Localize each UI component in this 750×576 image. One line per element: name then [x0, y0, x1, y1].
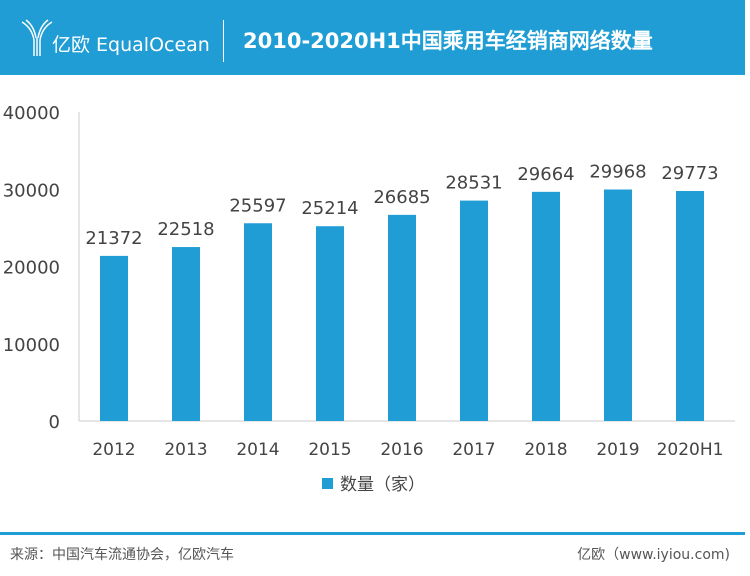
site-credit: 亿欧（www.iyiou.com) [577, 547, 730, 563]
bar-2014 [244, 223, 272, 421]
bar-2018 [532, 191, 560, 421]
data-label: 29968 [589, 161, 646, 182]
chart-title: 2010-2020H1中国乘用车经销商网络数量 [243, 29, 653, 53]
data-label: 22518 [157, 219, 214, 240]
x-tick-label: 2014 [236, 440, 279, 460]
x-tick-label: 2015 [308, 440, 351, 460]
x-tick-label: 2016 [380, 440, 423, 460]
brand-name: 亿欧 EqualOcean [52, 34, 210, 56]
bar-2017 [460, 200, 488, 421]
y-tick-label: 0 [49, 412, 60, 433]
data-label: 29664 [517, 164, 574, 185]
equalocean-logo-icon [21, 19, 53, 56]
data-label: 26685 [373, 187, 430, 208]
legend-swatch [322, 478, 333, 489]
data-label: 25214 [301, 198, 358, 219]
x-tick-label: 2013 [164, 440, 207, 460]
bar-2016 [388, 214, 416, 421]
bar-2013 [172, 247, 200, 421]
header-divider [223, 20, 224, 62]
y-tick-label: 30000 [3, 180, 60, 201]
y-tick-label: 40000 [3, 103, 60, 124]
bar-chart: 0 10000 20000 30000 40000 21372 2012 22518 2013 2… [3, 103, 735, 495]
x-tick-label: 2019 [596, 440, 639, 460]
y-tick-label: 20000 [3, 258, 60, 279]
x-tick-label: 2017 [452, 440, 495, 460]
x-tick-label: 2012 [92, 440, 135, 460]
bar-2012 [100, 255, 128, 421]
bar-2020H1 [676, 191, 704, 421]
y-tick-label: 10000 [3, 335, 60, 356]
header-banner: 亿欧 EqualOcean 2010-2020H1中国乘用车经销商网络数量 [0, 0, 745, 75]
x-tick-label: 2020H1 [657, 440, 724, 460]
data-label: 28531 [445, 173, 502, 194]
legend-label: 数量（家） [340, 475, 425, 495]
data-label: 21372 [85, 228, 142, 249]
bar-2019 [604, 189, 632, 421]
data-label: 25597 [229, 195, 286, 216]
data-label: 29773 [661, 163, 718, 184]
footer-divider [0, 532, 745, 535]
bar-2015 [316, 226, 344, 421]
x-tick-label: 2018 [524, 440, 567, 460]
source-note: 来源：中国汽车流通协会，亿欧汽车 [10, 547, 234, 563]
